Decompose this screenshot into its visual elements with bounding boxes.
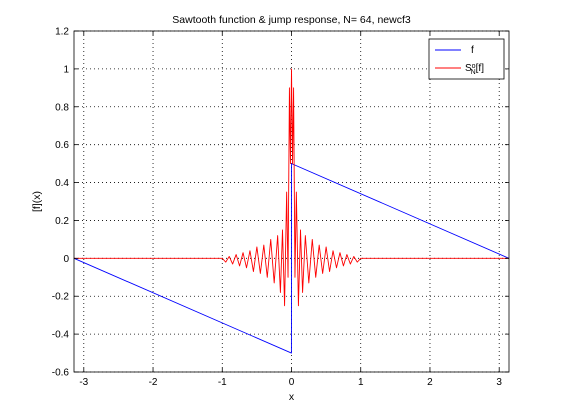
y-tick-label: 1.2 bbox=[55, 27, 69, 38]
ticks: -3 -2 -1 0 1 2 3 -0.6 -0.4 -0.2 0 0.2 0.4 0.6 0.8 1 1.2 bbox=[52, 27, 509, 388]
legend-label-s-suffix: [f] bbox=[476, 63, 485, 74]
x-tick-label: 2 bbox=[427, 377, 433, 388]
y-axis-label: [f](x) bbox=[31, 191, 43, 212]
y-tick-label: 0.4 bbox=[55, 178, 69, 189]
x-tick-label: -2 bbox=[149, 377, 158, 388]
y-tick-label: 0.6 bbox=[55, 140, 69, 151]
x-axis-label: x bbox=[289, 391, 295, 403]
y-tick-label: -0.4 bbox=[52, 330, 70, 341]
series-group bbox=[73, 68, 510, 354]
x-tick-label: -3 bbox=[79, 377, 88, 388]
series-line-s bbox=[74, 68, 509, 307]
legend-label-f: f bbox=[471, 45, 474, 56]
y-tick-label: -0.2 bbox=[52, 292, 70, 303]
y-tick-label: 0 bbox=[63, 254, 69, 265]
legend-box bbox=[428, 38, 505, 80]
legend-label-s: So N[f] bbox=[465, 63, 484, 77]
y-tick-label: 0.2 bbox=[55, 216, 69, 227]
legend-label-s-sup: o bbox=[472, 63, 476, 70]
chart-title: Sawtooth function & jump response, N= 64… bbox=[172, 14, 411, 26]
series-line-f bbox=[73, 163, 510, 354]
x-tick-label: 3 bbox=[496, 377, 502, 388]
x-tick-label: 0 bbox=[289, 377, 295, 388]
y-tick-label: 0.8 bbox=[55, 102, 69, 113]
x-tick-label: -1 bbox=[218, 377, 227, 388]
y-tick-label: 1 bbox=[63, 64, 69, 75]
legend-label-s-main: S bbox=[465, 63, 472, 74]
x-tick-label: 1 bbox=[358, 377, 364, 388]
legend: f So N[f] bbox=[428, 38, 505, 80]
legend-label-s-sub: N bbox=[471, 69, 476, 76]
y-tick-label: -0.6 bbox=[52, 368, 70, 379]
